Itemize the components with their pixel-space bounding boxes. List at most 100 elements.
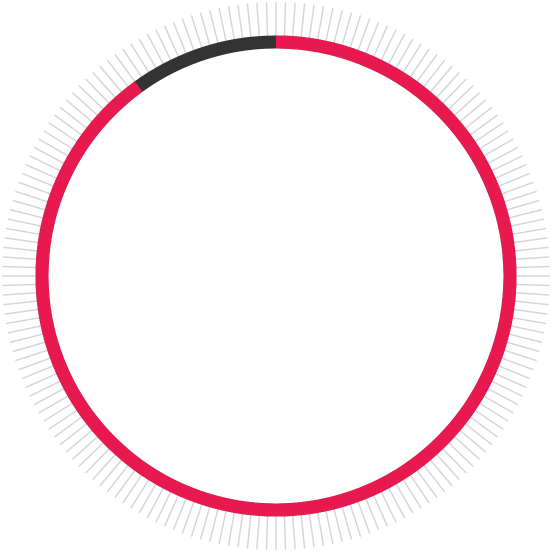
tick-mark	[18, 357, 51, 371]
tick-mark	[130, 43, 150, 73]
tick-mark	[448, 85, 474, 110]
tick-mark	[7, 218, 42, 227]
tick-mark	[514, 300, 549, 306]
tick-mark	[65, 99, 93, 123]
tick-mark	[43, 402, 73, 422]
tick-mark	[227, 512, 236, 546]
tick-mark	[316, 6, 325, 40]
tick-mark	[71, 436, 99, 460]
tick-mark	[53, 416, 83, 438]
tick-mark	[498, 365, 531, 380]
tick-mark	[395, 38, 414, 69]
tick-mark	[506, 199, 540, 211]
tick-mark	[514, 246, 549, 252]
tick-mark	[459, 99, 487, 123]
tick-mark	[308, 4, 315, 39]
tick-mark	[71, 92, 99, 116]
tick-mark	[442, 448, 467, 474]
tick-mark	[357, 501, 371, 534]
tick-mark	[464, 106, 493, 129]
tick-mark	[292, 515, 296, 550]
tick-mark	[163, 494, 180, 527]
tick-mark	[15, 190, 48, 203]
tick-mark	[92, 453, 116, 481]
tick-mark	[349, 504, 362, 537]
tick-mark	[138, 38, 157, 69]
tick-mark	[316, 512, 325, 546]
tick-mark	[92, 71, 116, 99]
tick-mark	[459, 429, 487, 453]
tick-mark	[18, 181, 51, 195]
tick-mark	[487, 388, 519, 406]
tick-mark	[209, 508, 219, 543]
tick-mark	[357, 18, 371, 51]
tick-mark	[53, 114, 83, 136]
tick-mark	[474, 409, 504, 430]
tick-mark	[33, 388, 65, 406]
tick-mark	[380, 29, 397, 61]
tick-mark	[372, 494, 389, 527]
tick-mark	[494, 163, 527, 180]
tick-mark	[479, 130, 509, 150]
tick-mark	[283, 515, 287, 550]
progress-arc	[35, 35, 517, 517]
tick-mark	[501, 357, 534, 371]
tick-mark	[341, 506, 353, 540]
tick-mark	[508, 209, 543, 219]
tick-mark	[501, 181, 534, 195]
tick-mark	[510, 218, 545, 227]
tick-mark	[122, 474, 143, 504]
tick-mark	[491, 380, 523, 397]
tick-mark	[122, 48, 143, 78]
tick-mark	[99, 65, 123, 93]
tick-mark	[48, 122, 78, 143]
tick-mark	[2, 265, 37, 269]
tick-mark	[453, 92, 481, 116]
tick-mark	[256, 515, 260, 550]
tick-mark	[333, 508, 343, 543]
tick-mark	[6, 227, 40, 236]
tick-mark	[300, 514, 306, 549]
tick-mark	[491, 155, 523, 172]
tick-mark	[172, 21, 187, 54]
tick-mark	[209, 9, 219, 44]
tick-mark	[349, 15, 362, 48]
tick-mark	[3, 300, 38, 306]
tick-mark	[59, 106, 88, 129]
tick-mark	[448, 442, 474, 467]
tick-mark	[515, 283, 550, 287]
tick-mark	[265, 2, 269, 37]
tick-mark	[453, 436, 481, 460]
tick-mark	[409, 474, 430, 504]
tick-mark	[21, 172, 54, 187]
tick-mark	[9, 209, 44, 219]
tick-mark	[85, 448, 110, 474]
tick-mark	[469, 416, 499, 438]
tick-mark	[365, 21, 380, 54]
tick-mark	[508, 333, 543, 343]
tick-mark	[409, 48, 430, 78]
tick-mark	[4, 237, 39, 244]
tick-mark	[59, 423, 88, 446]
tick-mark	[12, 341, 46, 353]
tick-mark	[155, 29, 172, 61]
tick-mark	[33, 146, 65, 164]
tick-mark	[2, 292, 37, 296]
tick-mark	[43, 130, 73, 150]
tick-mark	[483, 138, 514, 157]
tick-mark	[2, 283, 37, 287]
tick-mark	[155, 491, 172, 523]
tick-mark	[308, 513, 315, 548]
tick-mark	[78, 85, 104, 110]
tick-mark	[146, 33, 164, 65]
tick-mark	[3, 246, 38, 252]
tick-mark	[172, 498, 187, 531]
tick-mark	[483, 395, 514, 414]
tick-mark	[21, 365, 54, 380]
tick-mark	[423, 59, 446, 88]
tick-mark	[38, 138, 69, 157]
tick-mark	[85, 78, 110, 104]
tick-mark	[512, 316, 546, 325]
tick-mark	[130, 479, 150, 509]
